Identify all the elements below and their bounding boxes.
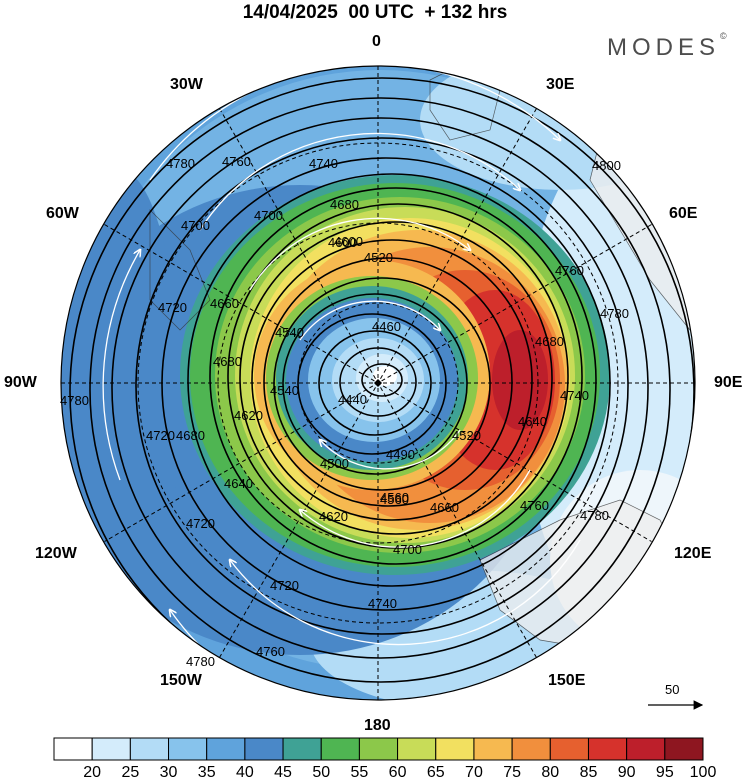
contour-label: 4800 [592, 158, 621, 173]
colorbar-tick-label: 30 [159, 764, 178, 781]
contour-label: 4520 [452, 428, 481, 443]
colorbar-tick-label: 35 [197, 764, 216, 781]
lon-label-90w: 90W [4, 374, 37, 391]
contour-labels: 4440 4460 4490 4500 4520 4520 4540 4540 … [60, 154, 629, 669]
colorbar-tick-label: 20 [83, 764, 102, 781]
contour-label: 4460 [372, 319, 401, 334]
colorbar-tick-label: 45 [274, 764, 292, 781]
contour-label: 4700 [254, 208, 283, 223]
colorbar-tick-label: 75 [503, 764, 522, 781]
contour-label: 4440 [338, 392, 367, 407]
contour-label: 4620 [319, 509, 348, 524]
contour-label: 4720 [186, 516, 215, 531]
pole-marker [374, 379, 382, 387]
lon-label-120e: 120E [674, 545, 712, 562]
wind-speed-field [61, 66, 695, 700]
lon-label-180: 180 [364, 717, 391, 734]
colorbar-tick-label: 40 [235, 764, 254, 781]
brand-logo: MODES© [607, 31, 727, 62]
colorbar-tick-label: 65 [426, 764, 445, 781]
contour-label: 4620 [234, 408, 263, 423]
contour-label: 4660 [430, 500, 459, 515]
lon-label-0: 0 [372, 33, 381, 50]
colorbar-tick-label: 100 [689, 764, 717, 781]
map-boundary [60, 65, 696, 701]
reference-vector-label: 50 [665, 682, 680, 697]
lon-label-30w: 30W [170, 76, 203, 93]
colorbar-tick-label: 85 [579, 764, 598, 781]
colorbar-tick-label: 80 [541, 764, 560, 781]
contour-label: 4780 [600, 306, 629, 321]
contour-label: 4720 [158, 300, 187, 315]
contour-label: 4740 [368, 596, 397, 611]
lon-label-90e: 90E [714, 374, 743, 391]
colorbar-tick-label: 25 [121, 764, 140, 781]
brand-text: MODES [607, 34, 721, 61]
colorbar-tick-label: 90 [617, 764, 636, 781]
lon-label-60e: 60E [669, 205, 698, 222]
contour-label: 4700 [393, 542, 422, 557]
contour-label: 4780 [186, 654, 215, 669]
colorbar-tick-label: 55 [350, 764, 369, 781]
colorbar-tick-label: 95 [655, 764, 674, 781]
contour-label: 4760 [555, 263, 584, 278]
contour-label: 4540 [270, 383, 299, 398]
contour-label: 4560 [380, 490, 409, 505]
contour-label: 4680 [213, 354, 242, 369]
copyright-mark: © [720, 31, 727, 41]
chart-title: 14/04/2025 00 UTC + 132 hrs [242, 2, 508, 23]
colorbar-tick-label: 70 [465, 764, 483, 781]
contour-label: 4490 [386, 447, 415, 462]
contour-label: 4680 [176, 428, 205, 443]
contour-label: 4700 [181, 218, 210, 233]
lon-label-150w: 150W [160, 672, 202, 689]
contour-label: 4500 [320, 456, 349, 471]
contour-label: 4760 [520, 498, 549, 513]
colorbar-tick-label: 60 [388, 764, 407, 781]
contour-label: 4600 [334, 234, 363, 249]
geopotential-contours [69, 77, 695, 700]
contour-label: 4740 [560, 388, 589, 403]
colorbar-tick-label: 50 [312, 764, 331, 781]
contour-label: 4760 [256, 644, 285, 659]
contour-label: 4660 [210, 296, 239, 311]
contour-label: 4760 [222, 154, 251, 169]
contour-label: 4780 [166, 156, 195, 171]
contour-label: 4720 [146, 428, 175, 443]
contour-label: 4560 [380, 492, 409, 507]
contour-label: 4600 [328, 235, 357, 250]
contour-label: 4640 [224, 476, 253, 491]
lon-label-120w: 120W [35, 545, 77, 562]
contour-label: 4680 [535, 334, 564, 349]
lon-label-150e: 150E [548, 672, 586, 689]
contour-label: 4520 [364, 250, 393, 265]
contour-label: 4540 [275, 325, 304, 340]
contour-label: 4780 [580, 508, 609, 523]
contour-label: 4680 [330, 197, 359, 212]
lon-label-60w: 60W [46, 205, 79, 222]
contour-label: 4780 [60, 393, 89, 408]
contour-label: 4740 [309, 156, 338, 171]
contour-label: 4640 [518, 414, 547, 429]
lon-label-30e: 30E [546, 76, 575, 93]
contour-label: 4720 [270, 578, 299, 593]
